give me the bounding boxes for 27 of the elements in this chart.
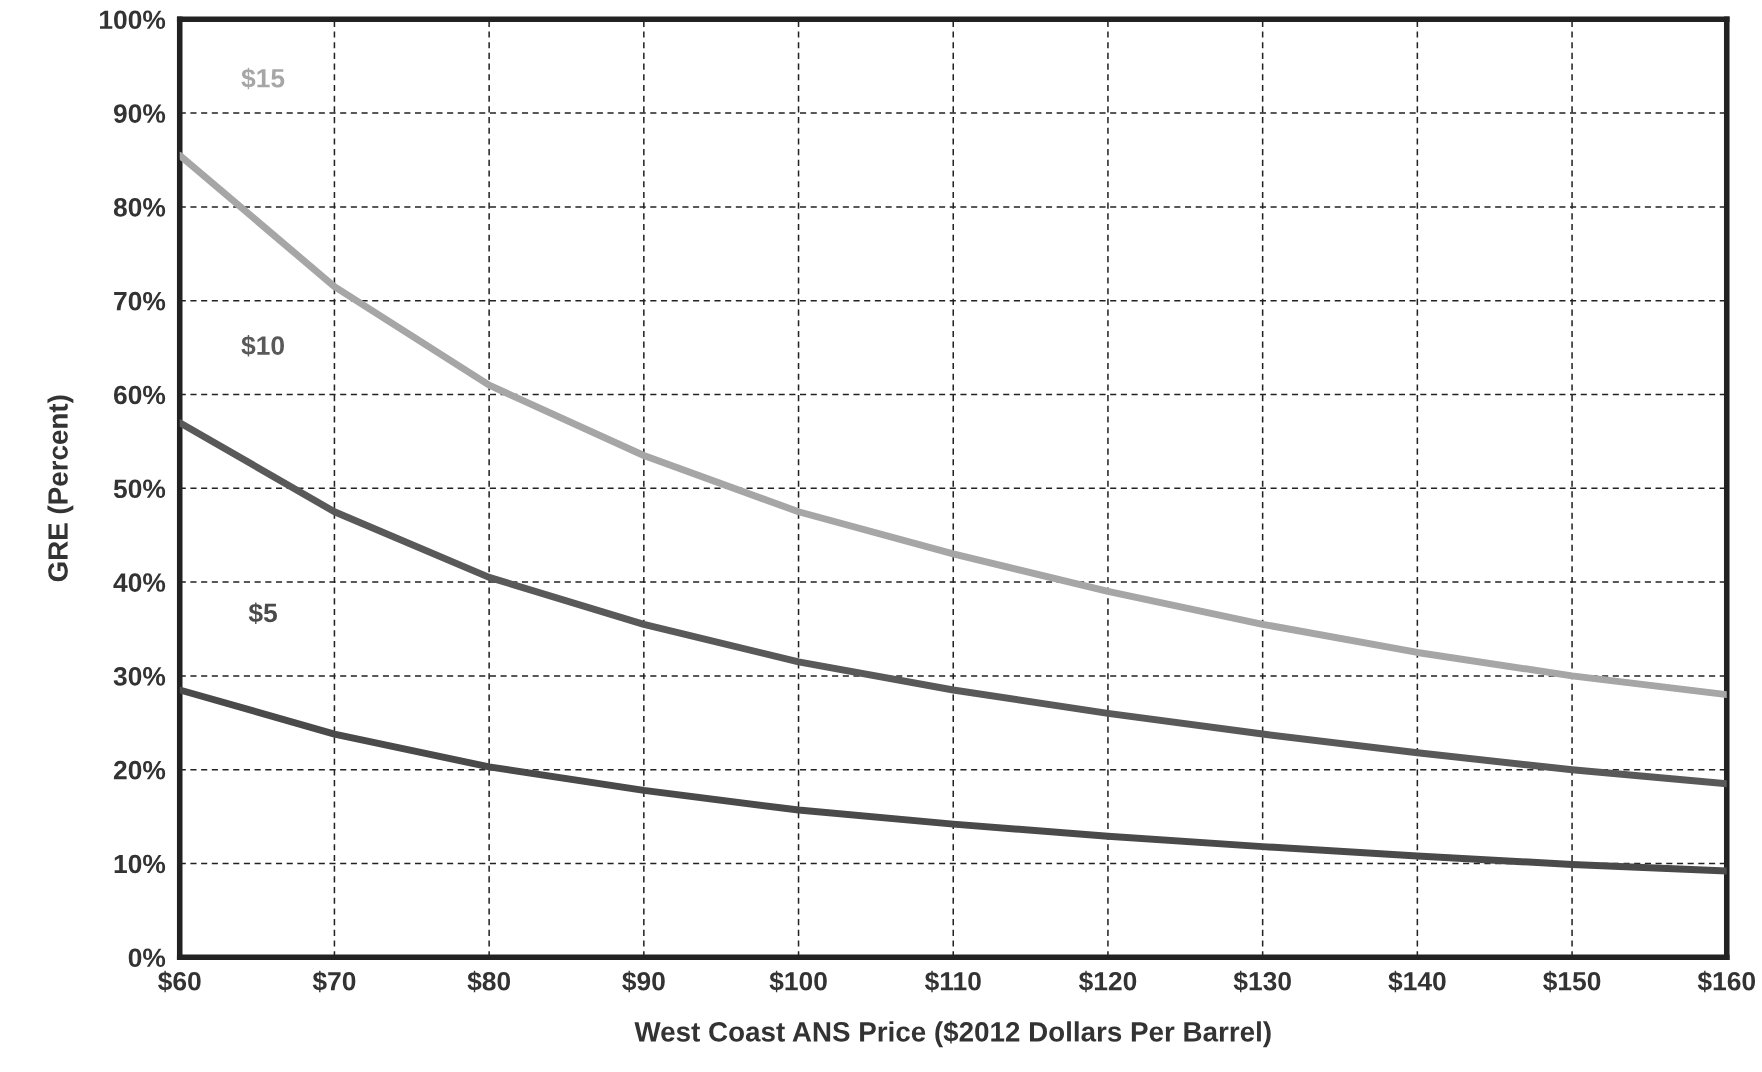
- y-tick-label: 100%: [100, 10, 166, 30]
- y-tick-label: 90%: [113, 104, 166, 123]
- text: $5: [248, 602, 277, 624]
- y-tick-label: 0%: [128, 948, 166, 968]
- y-tick-label: 20%: [113, 760, 166, 780]
- x-tick-label: $90: [622, 970, 665, 993]
- y-tick-label: 30%: [113, 667, 166, 686]
- x-tick-label: $140: [1388, 970, 1446, 993]
- text: $10: [241, 335, 284, 357]
- y-tick-label: 80%: [113, 198, 166, 217]
- text: $15: [241, 67, 285, 90]
- x-tick-label: $70: [312, 970, 356, 993]
- x-tick-label: $130: [1233, 970, 1291, 993]
- x-tick-label: $150: [1543, 970, 1601, 993]
- x-tick-label: $120: [1078, 970, 1137, 993]
- y-tick-label: 70%: [114, 291, 166, 311]
- y-tick-label: 40%: [113, 573, 166, 592]
- x-tick-label: $110: [924, 970, 981, 993]
- y-tick-label: 10%: [114, 854, 166, 874]
- x-axis-title: West Coast ANS Price ($2012 Dollars Per Barrel): [634, 1020, 1271, 1048]
- x-tick-label: $60: [158, 970, 201, 993]
- y-tick-label: 60%: [113, 385, 166, 405]
- x-tick-label: $100: [769, 970, 827, 993]
- x-tick-label: $80: [467, 970, 511, 993]
- y-axis-title: GRE (Percent): [47, 395, 74, 582]
- x-tick-label: $160: [1697, 970, 1756, 993]
- y-tick-label: 50%: [113, 479, 166, 499]
